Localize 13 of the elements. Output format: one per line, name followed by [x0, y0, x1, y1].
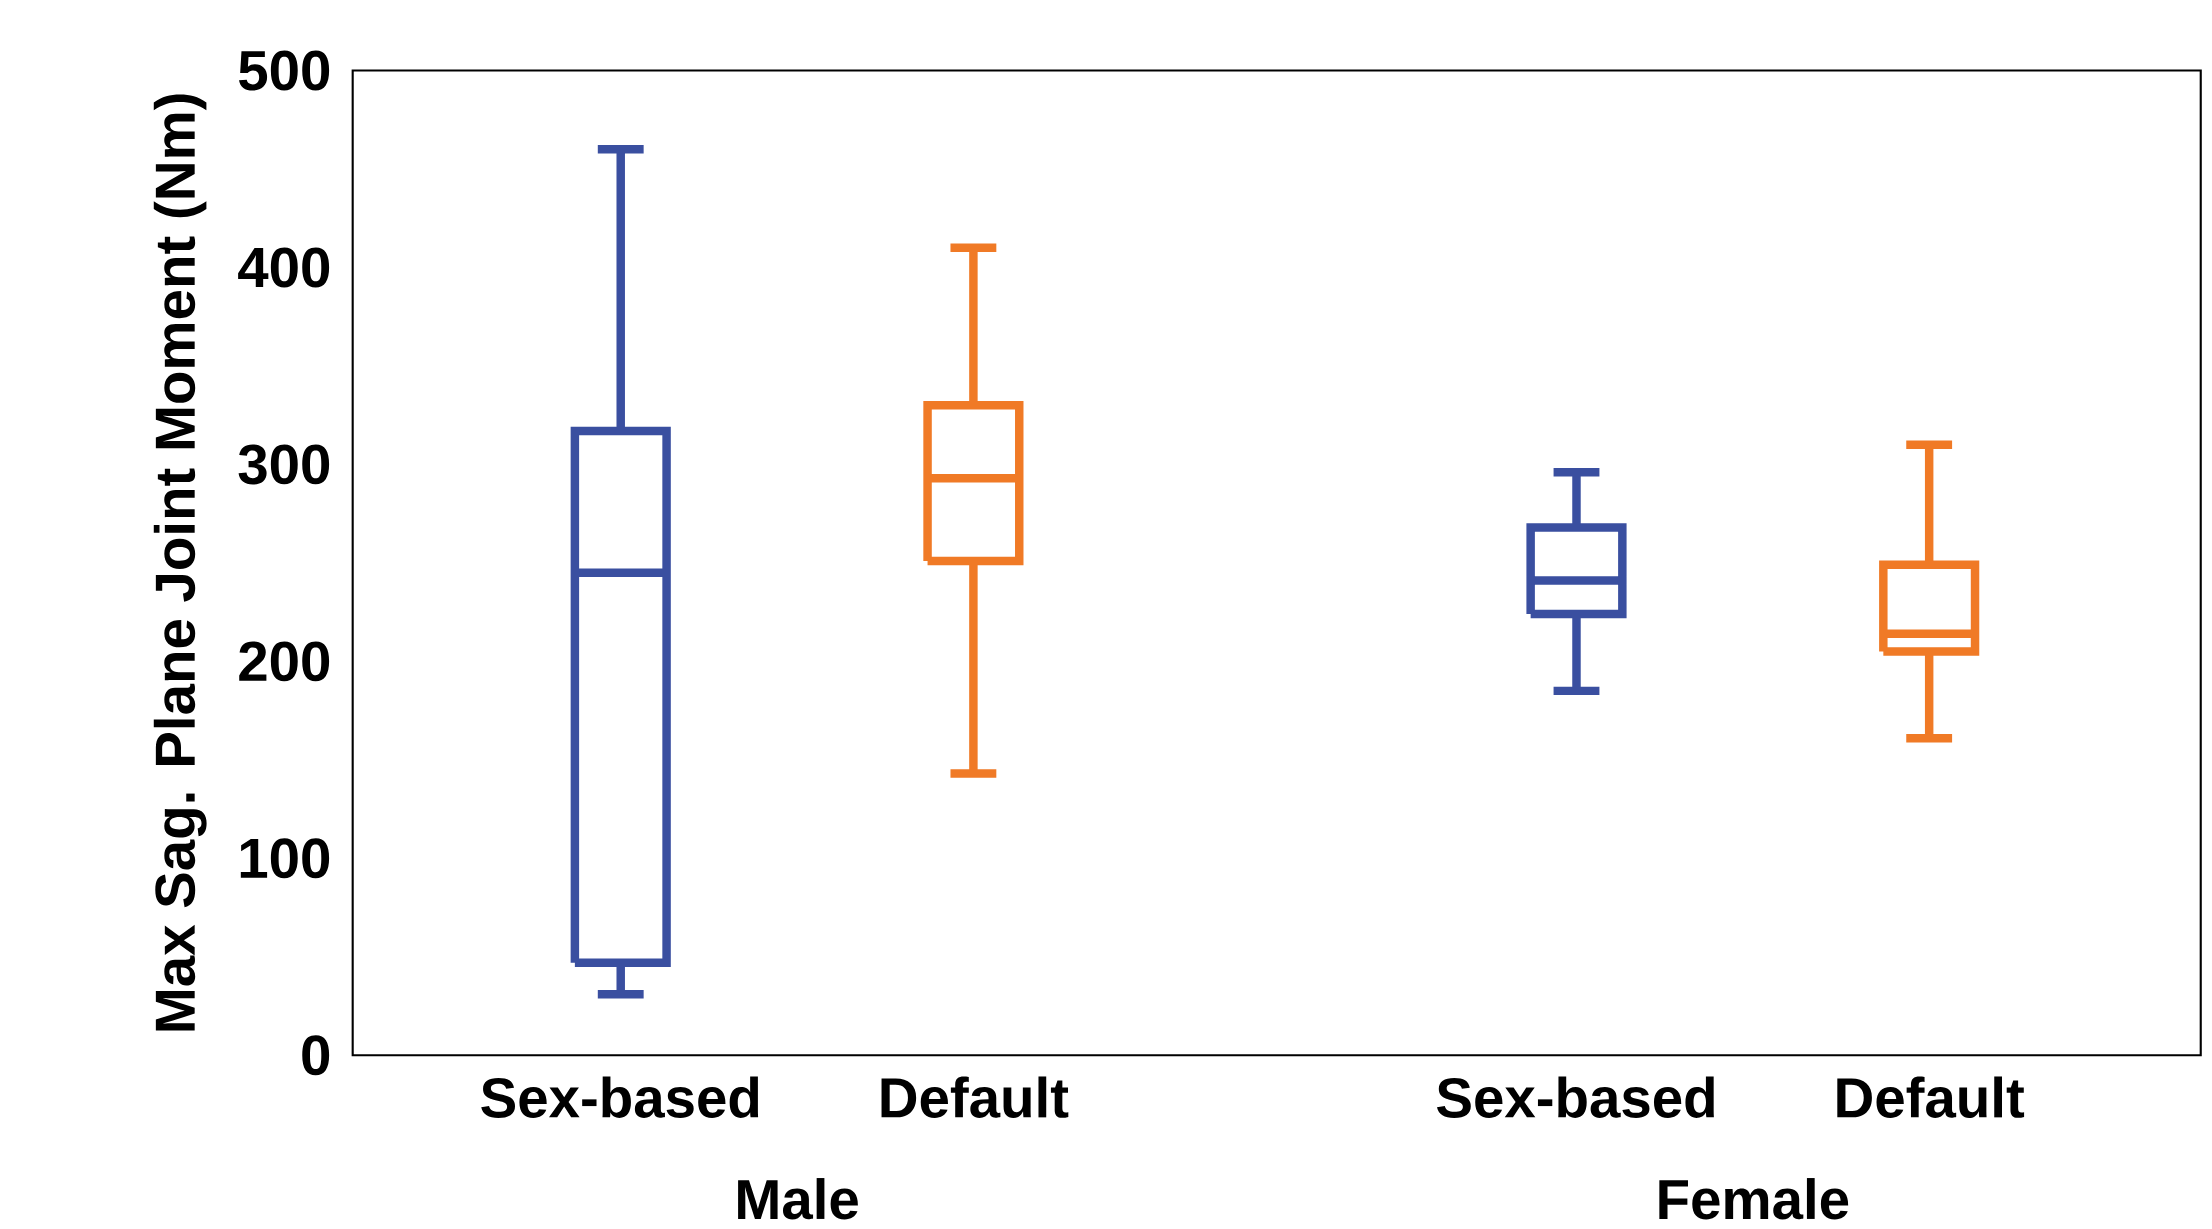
- y-tick-label: 0: [302, 1035, 330, 1076]
- text: Female: [1659, 1178, 1849, 1220]
- y-tick-label: 200: [239, 641, 330, 682]
- y-tick-label: 300: [238, 444, 330, 485]
- x-tick-label: Default: [1837, 1076, 2025, 1118]
- x-tick-label: Default: [881, 1076, 1069, 1118]
- text: Male: [738, 1178, 858, 1220]
- x-tick-label: Sex-based: [1436, 1076, 1714, 1118]
- y-axis-title: Max Sag. Plane Joint Moment (Nm): [153, 94, 207, 1031]
- y-tick-label: 400: [238, 247, 330, 288]
- y-tick-label: 100: [240, 838, 330, 879]
- y-tick-label: 500: [239, 50, 330, 91]
- x-tick-label: Sex-based: [481, 1076, 759, 1118]
